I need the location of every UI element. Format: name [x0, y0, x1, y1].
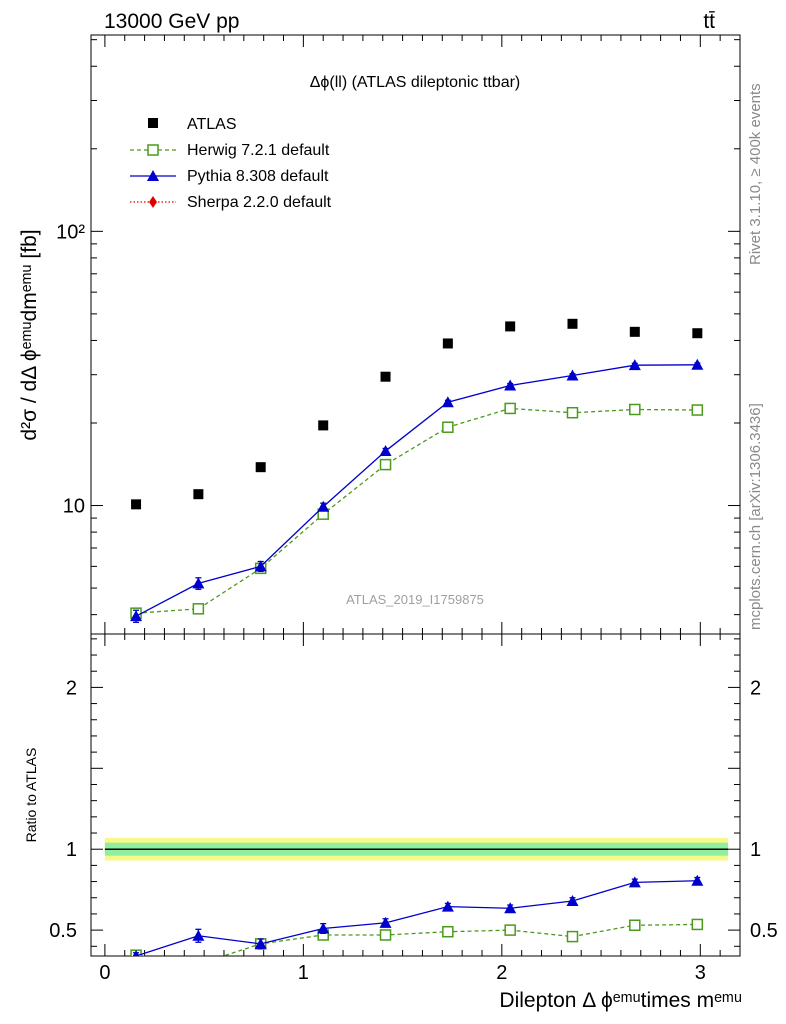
main-title: Δϕ(ll) (ATLAS dileptonic ttbar): [310, 74, 521, 91]
ratio-pythia-point: [504, 902, 517, 914]
main-pythia-point: [379, 445, 392, 457]
main-atlas-point: [380, 371, 391, 382]
ratio-herwig-point: [629, 919, 641, 932]
ratio-axis-ticks: 0.5 0.5 1 1 2 2 0 1 2 3: [49, 634, 778, 984]
main-atlas-point: [629, 326, 640, 337]
ratio-pythia-point: [132, 950, 140, 956]
main-pythia-point: [192, 577, 205, 589]
main-pythia-point: [254, 560, 267, 572]
ratio-herwig-point: [379, 929, 392, 941]
legend-pythia-label: Pythia 8.308 default: [187, 168, 329, 185]
ratio-y-tick-label: 2: [66, 677, 77, 699]
legend-herwig-marker: [147, 144, 159, 156]
x-tick-label: 0: [99, 962, 110, 984]
legend-pythia-marker: [147, 170, 159, 181]
main-atlas-point: [567, 318, 578, 329]
legend-atlas-marker: [148, 118, 158, 128]
header-energy: 13000 GeV pp: [104, 10, 239, 33]
ratio-herwig-point: [691, 918, 704, 931]
legend-item-pythia: Pythia 8.308 default: [130, 168, 329, 185]
ratio-pythia-point: [192, 929, 205, 941]
ratio-frame: [90, 633, 741, 957]
main-atlas-point: [692, 328, 703, 339]
main-atlas-point: [193, 489, 204, 500]
main-pythia-point: [504, 379, 517, 391]
main-herwig-point: [504, 402, 516, 415]
ratio-herwig-point: [442, 925, 454, 938]
ratio-herwig-point: [504, 924, 516, 936]
ratio-pythia-point: [379, 916, 392, 928]
main-atlas-point: [505, 321, 516, 332]
legend-atlas-label: ATLAS: [187, 116, 237, 133]
ratio-herwig-line: [135, 923, 698, 956]
ratio-uncertainty-band: [104, 837, 729, 861]
main-herwig-point: [442, 421, 454, 433]
main-pythia-point: [691, 358, 704, 370]
main-herwig-point: [192, 603, 205, 615]
analysis-watermark: ATLAS_2019_I1759875: [346, 592, 484, 607]
ratio-panel: Ratio to ATLAS Dilepton Δ ϕᵉᵐᵘtimes mᵉᵐᵘ…: [23, 633, 778, 1012]
legend-item-atlas: ATLAS: [148, 116, 237, 133]
ratio-herwig-point: [193, 959, 203, 969]
main-herwig-line: [136, 407, 698, 614]
ratio-pythia-point: [691, 874, 704, 886]
main-axis-ticks: 10 10²: [56, 35, 741, 634]
ratio-y-tick-label-right: 2: [750, 677, 761, 699]
main-pythia-point: [566, 369, 579, 381]
ratio-pythia-point: [317, 922, 330, 934]
header-process: tt̄: [703, 10, 715, 33]
main-y-tick-label: 10: [63, 496, 85, 518]
rivet-label: Rivet 3.1.10, ≥ 400k events: [747, 83, 764, 265]
ratio-y-tick-label: 1: [66, 839, 77, 861]
ratio-data-marks: [130, 874, 704, 969]
legend-item-sherpa: Sherpa 2.2.0 default: [130, 194, 332, 211]
main-data-marks: [130, 318, 704, 623]
main-pythia-line: [135, 364, 698, 617]
main-atlas-point: [318, 420, 329, 431]
legend-sherpa-label: Sherpa 2.2.0 default: [187, 194, 332, 211]
x-tick-label: 3: [695, 962, 706, 984]
ratio-pythia-point: [441, 900, 454, 912]
main-panel: Δϕ(ll) (ATLAS dileptonic ttbar) ATLAS_20…: [18, 34, 741, 635]
mcplots-label: mcplots.cern.ch [arXiv:1306.3436]: [747, 403, 764, 630]
x-tick-label: 1: [298, 962, 309, 984]
main-pythia-point: [441, 396, 454, 408]
ratio-pythia-point: [254, 937, 267, 949]
ratio-herwig-point: [566, 930, 579, 943]
ratio-y-tick-label-right: 0.5: [750, 920, 778, 942]
main-pythia-point: [317, 500, 330, 512]
ratio-pythia-line: [135, 880, 698, 956]
x-axis-label: Dilepton Δ ϕᵉᵐᵘtimes mᵉᵐᵘ: [499, 989, 742, 1012]
ratio-pythia-point: [566, 894, 579, 906]
main-herwig-point: [379, 458, 392, 471]
main-y-tick-label: 10²: [56, 221, 85, 243]
main-herwig-point: [566, 406, 579, 419]
main-atlas-point: [131, 499, 142, 510]
ratio-pythia-point: [628, 876, 641, 888]
ratio-y-axis-label: Ratio to ATLAS: [23, 748, 39, 843]
legend-sherpa-marker: [149, 196, 157, 208]
legend-item-herwig: Herwig 7.2.1 default: [130, 142, 330, 159]
main-atlas-point: [442, 338, 453, 349]
main-herwig-point: [629, 403, 641, 416]
main-y-axis-label: d²σ / dΔ ϕᵉᵐᵘdmᵉᵐᵘ [fb]: [18, 229, 41, 440]
main-herwig-point: [691, 404, 704, 416]
ratio-y-tick-label: 0.5: [49, 920, 77, 942]
main-pythia-point: [130, 610, 143, 622]
main-atlas-point: [255, 462, 266, 473]
ratio-y-tick-label-right: 1: [750, 839, 761, 861]
legend: ATLAS Herwig 7.2.1 default Pythia 8.308 …: [130, 116, 332, 211]
legend-herwig-label: Herwig 7.2.1 default: [187, 142, 330, 159]
main-pythia-point: [628, 359, 641, 371]
x-tick-label: 2: [496, 962, 507, 984]
